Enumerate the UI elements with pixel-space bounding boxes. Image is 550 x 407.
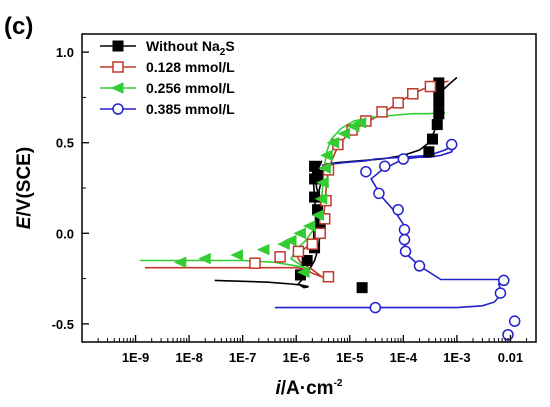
series-line-0 [214,76,458,289]
y-axis-ticks: -0.5 0.0 0.5 1.0 [52,45,89,332]
data-point-s2 [318,162,331,174]
data-point-s0 [431,119,443,131]
x-tick-label: 0.01 [498,350,523,365]
data-point-s0 [309,160,321,172]
data-point-s0 [356,282,368,294]
data-point-s2 [173,256,187,269]
data-point-s0 [301,254,313,266]
data-point-s0 [426,133,438,145]
legend-marker-1 [112,61,124,73]
y-tick-label: -0.5 [52,317,74,332]
legend-label-0: Without Na2S [146,38,235,58]
x-tick-label: 1E-5 [336,350,363,365]
data-point-s1 [322,271,335,283]
data-point-s2 [311,209,324,221]
data-point-s2 [353,116,367,129]
x-tick-label: 1E-9 [122,350,149,365]
data-point-s3 [379,160,391,173]
x-tick-label: 1E-6 [282,350,309,365]
data-point-s3 [360,165,372,178]
data-point-s0 [433,108,445,120]
data-point-s0 [309,191,321,203]
data-point-s1 [424,80,437,93]
legend-label-2: 0.256 mmol/L [146,80,235,96]
data-point-s2 [283,234,297,247]
legend-label-1: 0.128 mmol/L [146,59,235,75]
x-tick-label: 1E-7 [229,350,256,365]
x-tick-label: 1E-8 [175,350,202,365]
data-point-s2 [314,193,328,205]
y-axis-label-italic: E [14,215,35,229]
data-point-s0 [312,169,324,181]
y-tick-label: 1.0 [56,45,74,60]
x-tick-label: 1E-4 [390,350,418,365]
y-axis-label-rest: /V(SCE) [14,147,35,217]
legend-label-3: 0.385 mmol/L [146,101,235,117]
data-point-s3 [397,153,410,165]
data-point-s1 [376,106,388,118]
data-point-s3 [498,274,510,287]
x-axis-label: i/A·cm-2 [276,378,343,399]
data-point-s1 [407,88,419,100]
data-point-s3 [413,260,426,272]
data-point-s2 [230,249,243,261]
x-axis-label-rest: /A·cm [281,378,334,399]
data-point-s2 [326,136,340,149]
data-point-s2 [320,149,333,162]
x-axis-label-italic: i [276,378,282,399]
data-point-s3 [369,301,382,314]
data-point-s2 [198,252,211,265]
data-point-s2 [296,266,310,279]
legend-marker-0 [112,40,124,52]
y-tick-label: 0.5 [56,136,74,151]
data-point-s3 [392,203,404,216]
data-point-s3 [445,138,458,151]
legend-marker-2 [110,82,124,94]
data-point-s3 [494,287,507,299]
data-point-s1 [292,245,305,258]
data-point-s3 [373,187,385,200]
data-point-s2 [302,220,316,232]
data-point-s1 [392,97,404,109]
y-axis-label: E/V(SCE) [14,147,35,229]
panel-label: (c) [4,13,33,40]
data-point-s3 [508,315,521,327]
x-axis-ticks: 1E-9 1E-8 1E-7 1E-6 1E-5 1E-4 1E-3 0.01 [97,335,537,365]
markers [173,77,521,341]
data-point-s1 [249,257,261,269]
data-point-s3 [398,233,411,246]
data-point-s0 [423,146,435,158]
data-point-s2 [337,127,351,140]
data-point-s1 [274,251,286,263]
y-tick-label: 0.0 [56,226,74,241]
data-point-s2 [293,227,306,240]
plot-area: 1E-9 1E-8 1E-7 1E-6 1E-5 1E-4 1E-3 0.01 -0.5 0.0… [52,33,537,365]
data-point-s2 [316,176,329,189]
data-point-s3 [398,223,411,236]
data-point-s2 [256,243,270,256]
data-point-s3 [399,245,412,258]
x-axis-label-sup: -2 [334,378,343,389]
data-point-s1 [306,238,319,250]
legend-marker-3 [112,103,124,115]
data-point-s1 [314,227,326,240]
series-line-2 [139,112,446,272]
data-point-s0 [433,97,445,109]
x-tick-label: 1E-3 [443,350,470,365]
